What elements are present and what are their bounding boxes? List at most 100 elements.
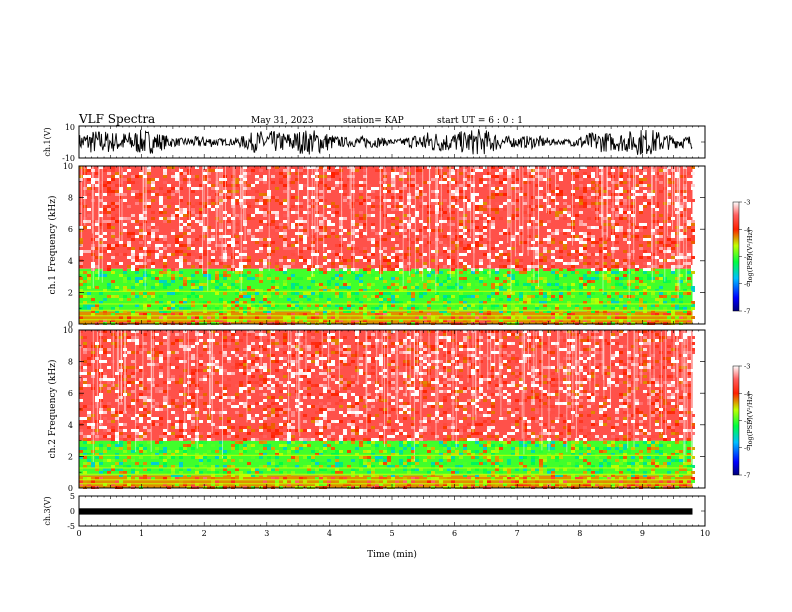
ch1-spec-cell	[163, 169, 167, 172]
ch1-spec-cell	[527, 181, 531, 184]
ch1-spec-cell	[227, 241, 231, 244]
ch1-spec-cell	[607, 271, 611, 274]
ch1-spec-cell	[539, 187, 543, 190]
ch1-spec-cell	[311, 274, 315, 277]
ch1-spec-cell	[163, 319, 167, 322]
ch2-spec-cell	[79, 468, 83, 471]
ch1-spec-cell	[199, 262, 203, 265]
ch1-spec-cell	[103, 232, 107, 235]
ch1-spec-cell	[507, 256, 511, 259]
ch1-spec-cell	[271, 220, 275, 223]
ch1-spec-cell	[567, 205, 571, 208]
ch1-spec-cell	[147, 169, 151, 172]
ch1-spec-cell	[547, 187, 551, 190]
ch1-spec-cell	[459, 265, 463, 268]
ch2-spec-cell	[103, 348, 107, 351]
ch1-spec-hline	[79, 290, 693, 292]
ch2-spec-cell	[79, 429, 83, 432]
ch1-spec-cell	[679, 292, 683, 295]
ch1-spec-cell	[391, 223, 395, 226]
ch1-spec-cell	[379, 304, 383, 307]
ch1-spec-cell	[527, 283, 531, 286]
ch1-spec-streak	[435, 166, 437, 294]
ch1-spec-cell	[131, 313, 135, 316]
ch1-spec-cell	[195, 214, 199, 217]
ch1-spec-cell	[463, 232, 467, 235]
ch1-spec-cell	[155, 289, 159, 292]
ch1-spec-cell	[647, 196, 651, 199]
ch1-spec-cell	[391, 196, 395, 199]
ch1-spec-cell	[675, 289, 679, 292]
ch1-spec-cell	[171, 175, 175, 178]
ch1-spec-cell	[107, 268, 111, 271]
ch1-spec-cell	[135, 268, 139, 271]
ch1-spec-cell	[275, 217, 279, 220]
ch2-spec-cell	[191, 396, 195, 399]
ch1-spec-cell	[363, 214, 367, 217]
ch1-spec-cell	[507, 283, 511, 286]
ch1-spec-cell	[459, 277, 463, 280]
ch2-spec-cell	[131, 375, 135, 378]
ch2-spec-cell	[147, 351, 151, 354]
ch1-spec-cell	[555, 274, 559, 277]
ch1-spec-cell	[147, 223, 151, 226]
ch1-spec-cell	[447, 184, 451, 187]
ch1-spec-cell	[339, 292, 343, 295]
ch1-spec-cell	[379, 292, 383, 295]
ch1-spec-cell	[659, 169, 663, 172]
ch1-spec-cell	[667, 211, 671, 214]
ch2-spec-cell	[127, 444, 131, 447]
ch1-spec-cell	[451, 268, 455, 271]
ch1-spec-cell	[259, 193, 263, 196]
ch1-spec-cell	[179, 244, 183, 247]
ch1-spec-cell	[95, 184, 99, 187]
ch1-spec-cell	[487, 271, 491, 274]
ch2-spec-cell	[87, 414, 91, 417]
ch1-spec-cell	[283, 232, 287, 235]
ch2-spec-cell	[139, 438, 143, 441]
ch1-spec-cell	[523, 268, 527, 271]
ch1-spec-cell	[403, 208, 407, 211]
ch1-spec-cell	[607, 196, 611, 199]
ch1-spec-streak	[288, 166, 290, 230]
ch1-spec-cell	[447, 301, 451, 304]
ch1-spec-cell	[435, 292, 439, 295]
ch1-spec-cell	[263, 199, 267, 202]
ch1-spec-cell	[579, 235, 583, 238]
ch1-spec-cell	[311, 268, 315, 271]
ch1-spec-cell	[119, 298, 123, 301]
ch1-spec-cell	[135, 220, 139, 223]
ch1-spec-cell	[615, 208, 619, 211]
ch1-spec-cell	[111, 217, 115, 220]
ch1-spec-cell	[351, 211, 355, 214]
ch1-spec-cell	[671, 232, 675, 235]
ch1-spec-cell	[275, 319, 279, 322]
ch1-spec-cell	[615, 226, 619, 229]
ch1-spec-cell	[675, 283, 679, 286]
ch1-spec-cell	[115, 295, 119, 298]
ch1-spec-cell	[515, 271, 519, 274]
ch1-spec-cell	[655, 298, 659, 301]
ch1-spec-cell	[203, 250, 207, 253]
ch1-spec-cell	[267, 316, 271, 319]
ch1-spec-cell	[103, 181, 107, 184]
ch1-spec-cell	[559, 274, 563, 277]
ch1-spec-cell	[507, 310, 511, 313]
ch1-spec-cell	[183, 208, 187, 211]
ch1-spec-cell	[487, 253, 491, 256]
ch1-spec-cell	[143, 295, 147, 298]
ch2-spec-cell	[199, 360, 203, 363]
ch1-spec-cell	[367, 223, 371, 226]
ch1-spec-cell	[511, 187, 515, 190]
ch1-spec-cell	[503, 166, 507, 169]
ch1-spec-cell	[159, 202, 163, 205]
ch2-spec-cell	[163, 336, 167, 339]
ch1-spec-cell	[203, 301, 207, 304]
ch1-spec-cell	[463, 196, 467, 199]
ch1-spec-cell	[175, 175, 179, 178]
ch2-spec-cell	[187, 414, 191, 417]
ch1-spec-cell	[203, 178, 207, 181]
ch1-spec-cell	[635, 172, 639, 175]
ch2-spec-cell	[155, 351, 159, 354]
ch1-spec-cell	[151, 193, 155, 196]
